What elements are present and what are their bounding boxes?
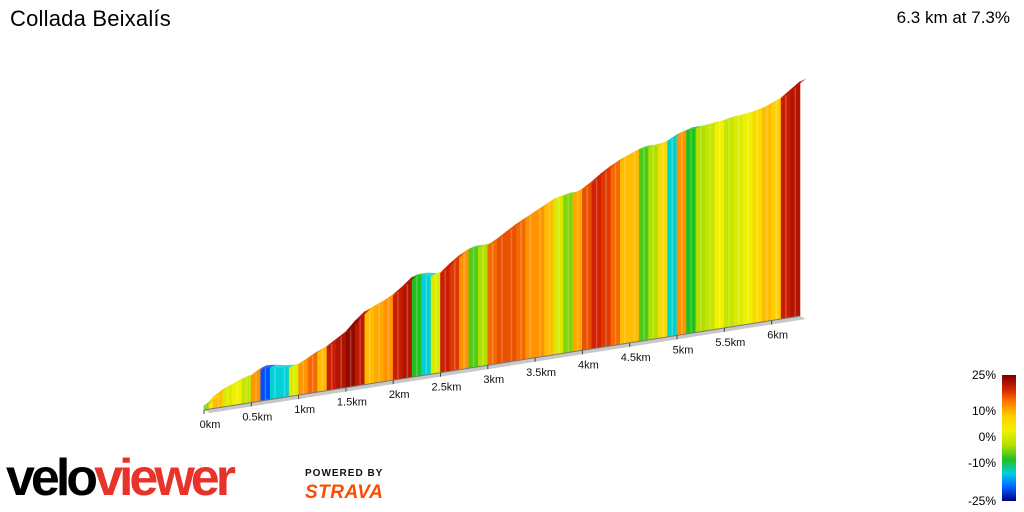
ridge-segment [677,127,693,135]
ridge-segment [506,221,523,232]
ridge-segment [222,381,239,390]
ridge-segment [402,274,419,287]
tick-label: 2km [389,389,410,401]
climb-stats: 6.3 km at 7.3% [896,8,1010,27]
ridge-segment [743,109,759,116]
ridge-segment [563,191,579,196]
ridge-segment [393,283,409,295]
ridge-segment [582,178,598,189]
ridge-segment [705,120,721,127]
ridge-segment [525,208,542,218]
ridge-segment [752,105,769,113]
tick-label: 0.5km [242,412,272,424]
tick-label: 5.5km [715,337,745,349]
tick-label: 5km [673,344,694,356]
tick-label: 0km [200,419,221,431]
ridge-segment [781,86,797,99]
legend-label: 25% [971,368,996,382]
ridge-segment [620,151,636,160]
ridge-segment [298,354,315,365]
ridge-segment [516,214,532,225]
gradient-legend-bar [1002,375,1016,501]
powered-by-label: POWERED BY [305,468,384,479]
ridge-segment [487,235,504,246]
ridge-segment [345,317,362,332]
logo-viewer-text: viewer [94,449,236,507]
ridge-segment [497,228,513,239]
powered-by-strava: POWERED BY STRAVA [305,468,415,504]
ridge-segment [383,291,400,301]
ridge-segment [762,100,778,109]
ridge-segment [374,297,390,307]
ridge-segment [790,78,806,90]
ridge-segment [535,202,551,212]
ridge-segment [686,125,702,131]
ridge-segment [449,252,466,264]
ridge-segment [412,272,428,278]
ridge-segment [208,393,220,403]
legend-label: -10% [967,456,996,470]
ridge-segment [308,348,324,358]
tick-label: 3.5km [526,367,556,379]
tick-label: 2.5km [432,382,462,394]
baseline-line [203,315,801,411]
ridge-segment [213,386,229,397]
ridge-segment [355,308,371,321]
tick-label: 1.5km [337,397,367,409]
legend-label: -25% [967,494,996,508]
tick-label: 1km [294,404,315,416]
ridge-segment [591,170,608,182]
ridge-segment [336,328,352,340]
strava-logo: STRAVA [305,482,384,503]
baseline-strip [204,316,806,413]
ridge-segment [317,343,333,352]
ridge-segment [648,142,665,148]
ridge-segment [554,192,570,200]
ridge-segment [326,336,343,347]
ridge-segment [771,95,788,104]
ridge-segment [639,144,655,150]
logo-velo-text: velo [6,449,98,507]
ridge-segment [733,112,750,118]
ridge-segment [279,364,296,369]
ridge-segment [204,399,215,406]
legend-label: 0% [978,430,996,444]
ridge-segment [468,244,485,250]
ridge-segment [478,242,494,248]
tick-label: 4.5km [621,352,651,364]
tick-label: 4km [578,359,599,371]
ridge-segment [601,163,617,174]
profile-ridge [204,78,806,406]
distance-ticks: 0km 0.5km 1km 1.5km 2km 2.5km 3km 3.5km 4km 4.5km… [200,320,788,431]
ridge-segment [572,185,589,195]
veloviewer-logo: veloviewer [6,448,236,508]
tick-label: 6km [767,329,788,341]
ridge-segment [667,131,684,141]
gradient-bands [203,80,801,411]
page-title: Collada Beixalís [10,6,171,31]
ridge-segment [610,156,627,167]
ridge-segment [364,303,381,312]
ridge-segment [724,114,740,121]
ridge-segment [714,117,731,124]
legend-label: 10% [971,404,996,418]
ridge-segment [440,260,456,273]
profile-baseline [203,315,806,413]
ridge-segment [260,364,277,369]
ridge-segment [421,272,438,277]
tick-label: 3km [483,374,504,386]
ridge-segment [544,196,561,206]
ridge-segment [695,123,712,129]
ridge-segment [270,364,286,369]
